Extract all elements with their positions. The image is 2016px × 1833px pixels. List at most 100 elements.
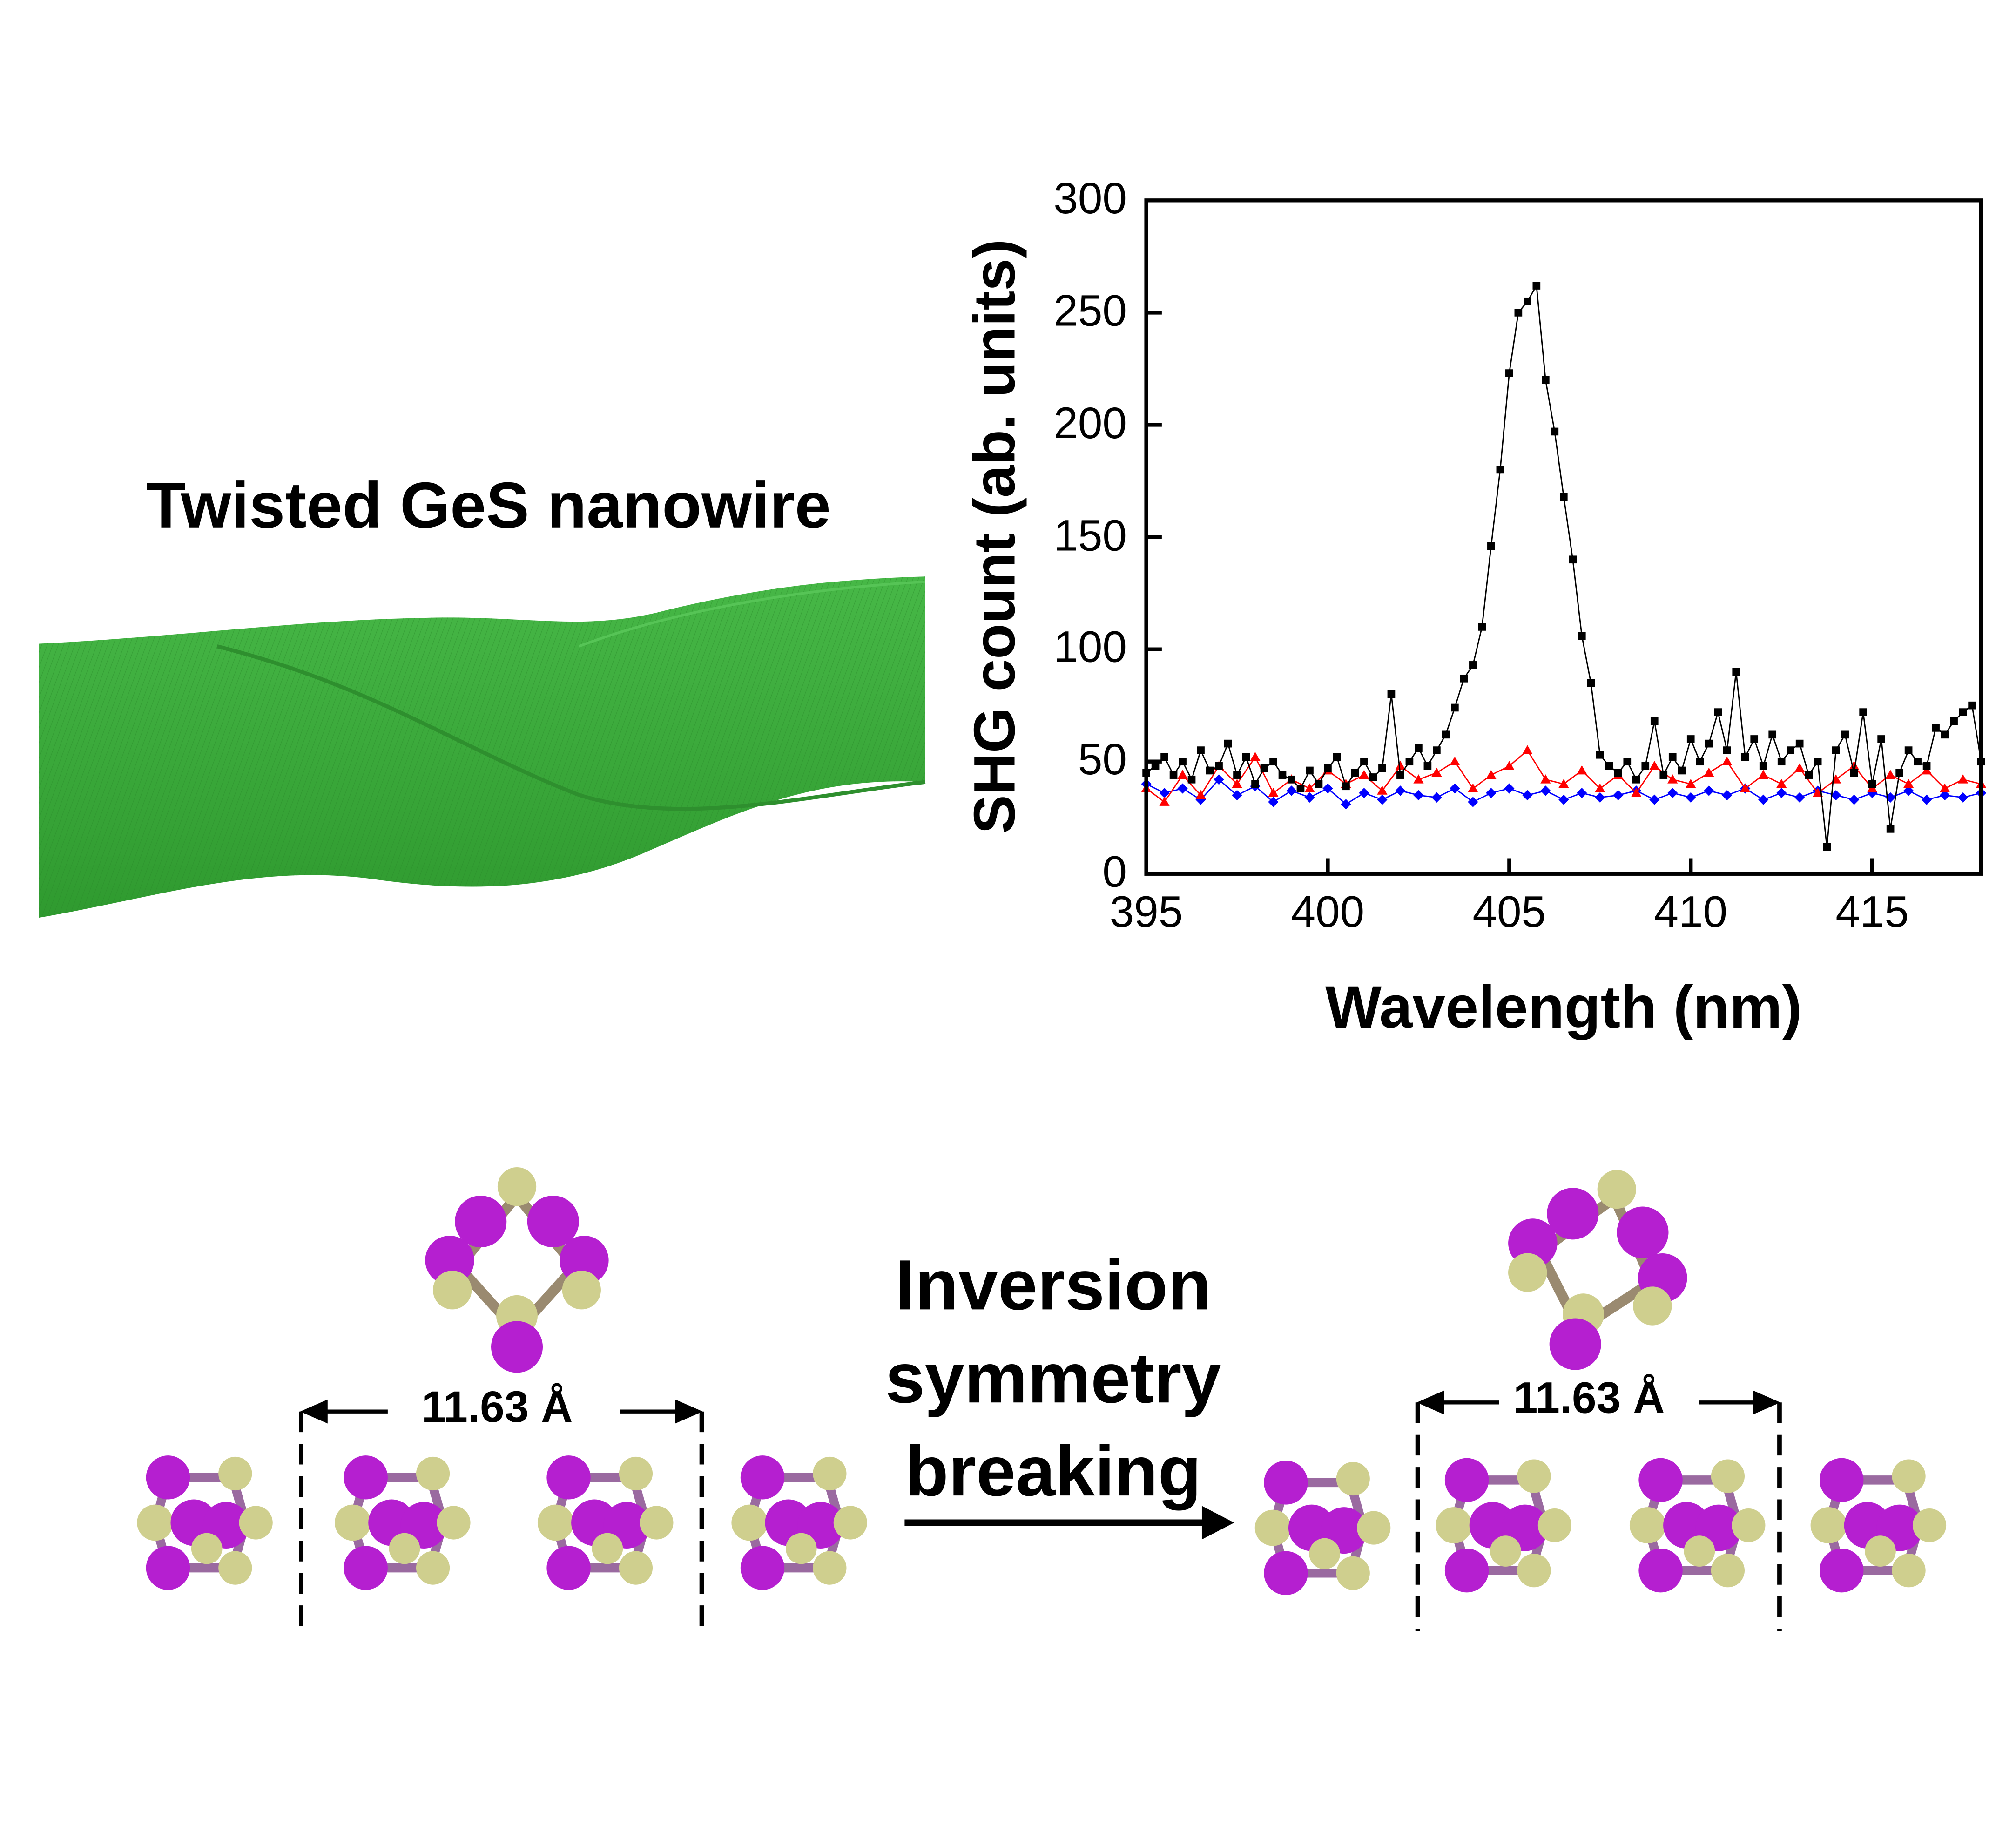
data-point [1705,739,1713,748]
data-point [1794,763,1805,772]
data-point [1859,708,1867,716]
data-point [1814,758,1822,766]
spacing-label-right: 11.63 Å [1508,1374,1670,1425]
data-point [1877,735,1885,743]
data-point [1813,788,1823,797]
data-point [1569,555,1577,564]
y-tick-label: 300 [1053,174,1127,224]
data-point [1442,730,1450,739]
data-point [1359,788,1369,798]
data-point [1187,775,1196,784]
data-point [1787,746,1795,754]
data-point [1360,758,1368,766]
data-point [1758,770,1769,779]
molecule [137,1455,273,1590]
data-point [1377,785,1388,795]
data-point [1215,762,1223,770]
data-point [1704,767,1714,777]
data-point [1750,735,1759,743]
label-line: breaking [905,1431,1201,1511]
data-point [1578,632,1586,640]
data-point [1659,771,1668,779]
data-point [1542,376,1550,384]
data-point [1151,762,1160,770]
data-point [1486,788,1497,798]
molecule [335,1455,471,1590]
transition-arrow [904,1506,1234,1540]
y-tick-label: 150 [1053,511,1127,561]
data-point [1632,775,1640,784]
spacing-arrows [300,1390,1781,1424]
data-point [1732,668,1740,676]
data-point [1595,792,1605,803]
data-point [1551,427,1559,436]
data-point [1159,797,1170,806]
data-point [1469,661,1477,669]
data-point [1405,758,1414,766]
data-point [1268,797,1279,807]
data-point [1433,746,1441,754]
data-point [1450,783,1460,794]
data-point [1904,746,1913,754]
data-point [1921,794,1932,805]
data-point [1903,785,1914,796]
data-point [1595,783,1605,792]
data-point [1849,794,1860,805]
data-point [1686,735,1695,743]
data-point [1288,775,1295,784]
data-point [1740,783,1751,792]
data-point [1315,780,1323,788]
data-point [1957,792,1969,803]
data-point [1179,758,1187,766]
crystal-structures [0,1137,2016,1631]
data-point [1369,773,1377,781]
shg-chart [1141,198,1987,876]
x-tick-label: 395 [1109,888,1183,937]
data-point [1605,762,1613,770]
x-axis-label: Wavelength (nm) [1325,973,1802,1041]
top-view-molecule-right [1480,1147,1710,1393]
data-point [1304,792,1315,803]
data-point [1460,674,1468,683]
data-point [1558,794,1569,805]
data-point [1941,730,1949,739]
data-point [1667,788,1678,798]
chart-marks [1141,282,1987,851]
data-point [1850,769,1858,777]
data-point [1450,756,1460,766]
data-point [1333,753,1341,761]
data-point [1395,785,1406,796]
chart-ticks [1146,311,1874,874]
data-point [1559,493,1568,501]
data-point [1197,746,1205,754]
data-point [1903,778,1914,788]
data-point [1540,785,1551,796]
data-point [1423,762,1432,770]
data-point [1587,679,1595,687]
data-point [1306,766,1314,775]
data-point [1206,766,1214,775]
data-point [1795,739,1804,748]
data-point [1957,774,1969,784]
data-point [1968,701,1976,710]
data-point [1522,745,1533,754]
data-point [1468,783,1478,792]
data-point [1251,780,1259,788]
data-point [1613,790,1624,801]
data-point [1377,794,1388,805]
data-point [1431,792,1442,803]
data-point [1415,744,1423,752]
y-axis-label: SHG count (ab. units) [961,239,1028,834]
data-point [1704,785,1714,796]
data-point [1805,771,1813,779]
data-point [1723,746,1731,754]
data-point [1895,769,1903,777]
data-point [1886,825,1895,833]
data-point [1759,762,1767,770]
y-tick-label: 0 [1102,848,1127,897]
x-tick-label: 400 [1291,888,1365,937]
data-point [1758,794,1769,805]
twisted-nanowire-illustration [39,576,926,918]
data-point [1649,794,1660,805]
